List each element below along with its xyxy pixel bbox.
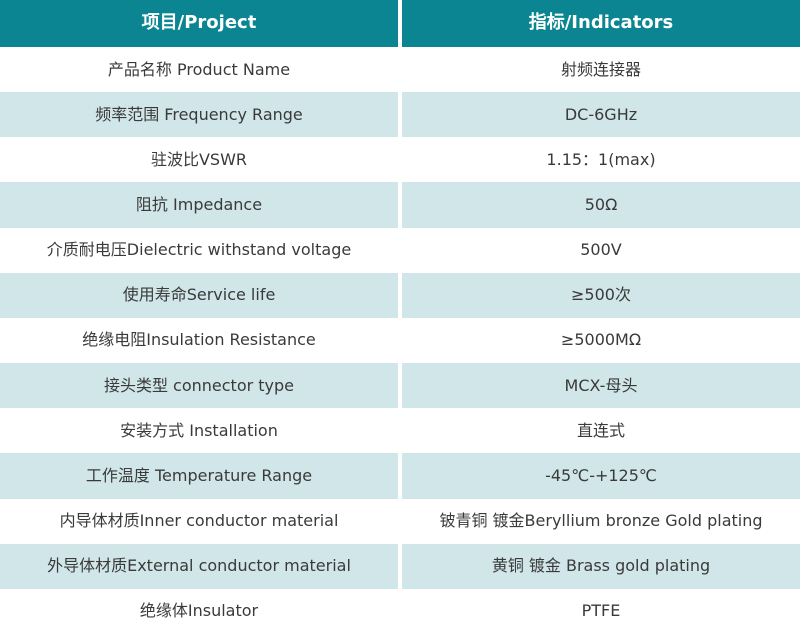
row-value-frequency-range: DC-6GHz	[402, 92, 800, 138]
row-value-insulation-resistance: ≥5000MΩ	[402, 317, 800, 364]
row-label-connector-type: 接头类型 connector type	[0, 363, 398, 409]
row-label-vswr: 驻波比VSWR	[0, 137, 398, 183]
row-label-temperature-range: 工作温度 Temperature Range	[0, 453, 398, 499]
table-row: 绝缘电阻Insulation Resistance ≥5000MΩ	[0, 317, 800, 364]
header-project-column: 项目/Project	[0, 0, 398, 47]
row-value-inner-conductor-material: 铍青铜 镀金Beryllium bronze Gold plating	[402, 498, 800, 544]
row-label-dielectric-withstand-voltage: 介质耐电压Dielectric withstand voltage	[0, 227, 398, 273]
table-row: 使用寿命Service life ≥500次	[0, 272, 800, 318]
row-value-installation: 直连式	[402, 408, 800, 454]
row-label-frequency-range: 频率范围 Frequency Range	[0, 92, 398, 138]
row-value-impedance: 50Ω	[402, 182, 800, 228]
table-row: 频率范围 Frequency Range DC-6GHz	[0, 92, 800, 138]
row-value-service-life: ≥500次	[402, 272, 800, 318]
table-row: 驻波比VSWR 1.15：1(max)	[0, 137, 800, 183]
row-label-external-conductor-material: 外导体材质External conductor material	[0, 543, 398, 589]
row-value-product-name: 射频连接器	[402, 47, 800, 93]
table-header-row: 项目/Project 指标/Indicators	[0, 0, 800, 47]
table-row: 内导体材质Inner conductor material 铍青铜 镀金Bery…	[0, 498, 800, 544]
row-label-service-life: 使用寿命Service life	[0, 272, 398, 318]
row-label-inner-conductor-material: 内导体材质Inner conductor material	[0, 498, 398, 544]
table-row: 介质耐电压Dielectric withstand voltage 500V	[0, 227, 800, 273]
row-value-insulator: PTFE	[402, 588, 800, 634]
row-value-temperature-range: -45℃-+125℃	[402, 453, 800, 499]
row-value-external-conductor-material: 黄铜 镀金 Brass gold plating	[402, 543, 800, 589]
row-value-connector-type: MCX-母头	[402, 363, 800, 409]
row-label-insulation-resistance: 绝缘电阻Insulation Resistance	[0, 317, 398, 364]
header-indicators-column: 指标/Indicators	[402, 0, 800, 47]
table-row: 阻抗 Impedance 50Ω	[0, 182, 800, 228]
row-value-dielectric-withstand-voltage: 500V	[402, 227, 800, 273]
table-row: 安装方式 Installation 直连式	[0, 408, 800, 454]
row-label-impedance: 阻抗 Impedance	[0, 182, 398, 228]
row-label-installation: 安装方式 Installation	[0, 408, 398, 454]
table-row: 外导体材质External conductor material 黄铜 镀金 B…	[0, 543, 800, 589]
row-value-vswr: 1.15：1(max)	[402, 137, 800, 183]
table-row: 绝缘体Insulator PTFE	[0, 588, 800, 634]
table-row: 接头类型 connector type MCX-母头	[0, 363, 800, 409]
table-row: 产品名称 Product Name 射频连接器	[0, 47, 800, 93]
row-label-insulator: 绝缘体Insulator	[0, 588, 398, 634]
table-row: 工作温度 Temperature Range -45℃-+125℃	[0, 453, 800, 499]
row-label-product-name: 产品名称 Product Name	[0, 47, 398, 93]
